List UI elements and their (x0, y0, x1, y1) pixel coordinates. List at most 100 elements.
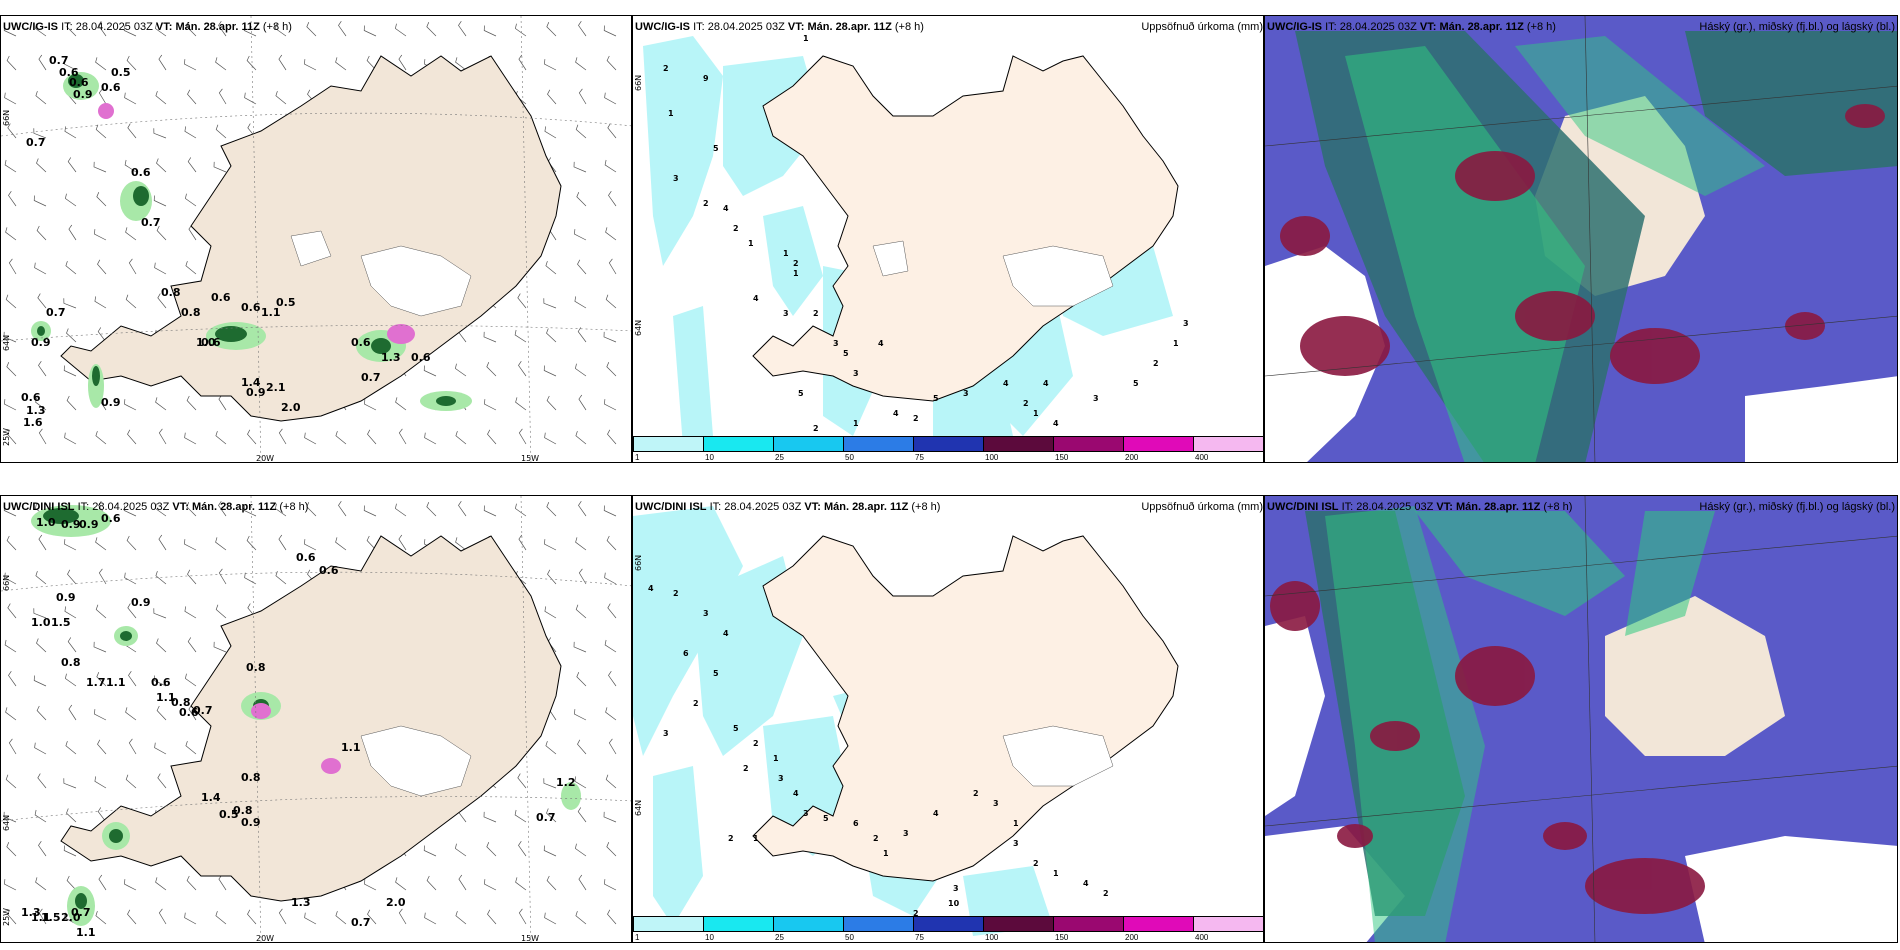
wind-barb (605, 774, 617, 789)
wind-barb (608, 191, 617, 207)
wind-barb (66, 395, 77, 411)
wind-barb (546, 395, 557, 411)
map-value-label: 1.0 (196, 336, 216, 349)
colorbar-swatch (913, 916, 984, 932)
map-value-label: 0.6 (201, 336, 221, 349)
wind-barb (604, 639, 617, 653)
pink-cell (387, 324, 415, 344)
colorbar-swatch (1123, 916, 1194, 932)
map-value-label: 5 (1133, 379, 1139, 388)
wind-barb (96, 192, 107, 207)
iceland-land (752, 55, 1179, 402)
map-value-label: 1 (783, 249, 789, 258)
map-value-label: 5 (933, 394, 939, 403)
map-value-label: 0.6 (211, 291, 231, 304)
wind-barb (604, 399, 617, 411)
cloud-low-patches (1270, 581, 1705, 914)
map-value-label: 2 (1023, 399, 1029, 408)
iceland-land (752, 535, 1179, 882)
wind-barb (153, 608, 167, 619)
glacier-1 (360, 245, 472, 317)
wind-barb (244, 572, 257, 585)
lon-20-label: 20W (256, 454, 274, 463)
map-value-label: 3 (663, 729, 669, 738)
map-value-label: 2.0 (281, 401, 301, 414)
wind-barb (127, 603, 137, 619)
map-value-label: 4 (793, 789, 799, 798)
wind-barb (38, 428, 47, 445)
map-value-label: 0.7 (71, 906, 91, 919)
colorbar-swatch (913, 436, 984, 452)
wind-barb (158, 428, 167, 445)
wind-barb (38, 361, 47, 377)
map-value-label: 0.5 (219, 808, 239, 821)
map-value-label: 4 (753, 294, 759, 303)
wind-barb (36, 705, 47, 721)
map-value-label: 1.6 (23, 416, 43, 429)
map-value-label: 2 (1103, 889, 1109, 898)
map-value-label: 4 (723, 629, 729, 638)
wind-barb (124, 159, 137, 173)
wind-barb (458, 874, 467, 891)
panel-title: UWC/IG-IS IT: 28.04.2025 03Z VT: Mán. 28… (635, 18, 1263, 36)
colorbar-swatch (703, 916, 774, 932)
wind-barb (578, 394, 587, 411)
colorbar-label: 25 (775, 933, 784, 942)
wind-barb (215, 430, 227, 445)
wind-barb (36, 158, 47, 173)
wind-barb (247, 909, 257, 925)
wind-barb (335, 910, 347, 925)
map-value-label: 1 (668, 109, 674, 118)
wind-barb (514, 329, 527, 343)
wind-barb (608, 738, 617, 755)
map-value-label: 3 (803, 809, 809, 818)
map-value-label: 4 (648, 584, 654, 593)
map-value-label: 0.5 (276, 296, 296, 309)
wind-barb (455, 537, 467, 551)
pink-cell (251, 703, 271, 719)
wind-barb (546, 875, 557, 891)
wind-barb (184, 606, 197, 619)
map-value-label: 0.6 (179, 706, 199, 719)
wind-barb (186, 875, 197, 891)
wind-barb (275, 23, 287, 37)
wind-barb (185, 740, 197, 755)
map-value-label: 2 (733, 224, 739, 233)
wind-barb (34, 809, 47, 823)
wind-barb (306, 22, 317, 37)
wind-barb (573, 161, 587, 173)
wind-barb (514, 809, 527, 823)
wind-barb (155, 503, 167, 517)
map-value-label: 5 (798, 389, 804, 398)
map-value-label: 5 (823, 814, 829, 823)
wind-barb (98, 568, 107, 585)
map-value-label: 5 (843, 349, 849, 358)
glacier (1002, 725, 1114, 787)
map-value-label: 0.6 (411, 351, 431, 364)
map-value-label: 1.5 (41, 911, 61, 924)
map-value-label: 3 (1013, 839, 1019, 848)
wind-barb (483, 811, 497, 823)
wind-barb (335, 57, 347, 71)
wind-barb (604, 879, 617, 891)
wind-barb (124, 399, 137, 411)
map-value-label: 0.6 (241, 301, 261, 314)
wind-barb (243, 25, 257, 37)
map-value-label: 0.7 (351, 916, 371, 929)
wind-barb (35, 23, 47, 37)
wind-barb (546, 808, 557, 823)
wind-barb (184, 912, 197, 925)
map-value-label: 1.1 (156, 691, 176, 704)
wind-barb (33, 128, 47, 139)
wind-barb (547, 569, 557, 585)
wind-barb (483, 505, 497, 517)
wind-barb (64, 59, 77, 71)
map-value-label: 2.1 (266, 381, 286, 394)
wind-barb (455, 430, 467, 445)
cloud-green-1 (1345, 46, 1585, 462)
wind-barb (304, 59, 317, 71)
wind-barb (484, 399, 497, 411)
wind-barb (7, 429, 17, 445)
wind-barb (455, 57, 467, 71)
